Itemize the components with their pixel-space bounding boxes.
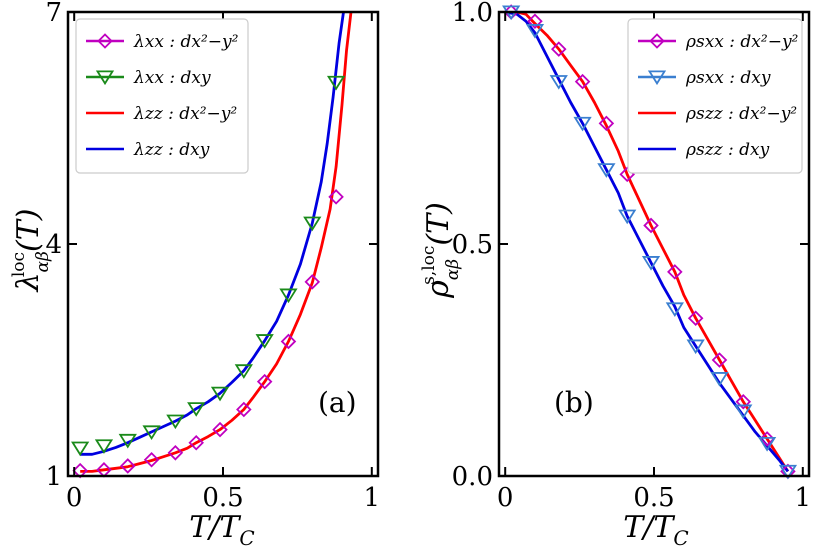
data-point-1-1 bbox=[597, 163, 616, 178]
data-point-0-1 bbox=[210, 386, 230, 402]
legend-label-0-2: λzz : dx²−y² bbox=[133, 104, 237, 124]
data-point-1-1 bbox=[778, 464, 798, 480]
legend-label-1-0: ρsxx : dx²−y² bbox=[685, 32, 799, 52]
y-tick-label: 7 bbox=[45, 0, 62, 28]
data-point-1-1 bbox=[549, 75, 568, 90]
x-tick-label: 0 bbox=[66, 483, 83, 513]
data-point-1-0 bbox=[711, 352, 728, 368]
data-point-0-1 bbox=[166, 414, 185, 430]
legend-marker-0-1 bbox=[95, 70, 115, 86]
panel-b-xlabel: T/TC bbox=[623, 510, 688, 550]
data-point-1-0 bbox=[574, 73, 591, 90]
data-point-1-0 bbox=[527, 13, 543, 30]
x-tick-label: 1 bbox=[795, 483, 812, 513]
data-point-0-0 bbox=[304, 274, 321, 290]
legend-label-1-1: ρsxx : dxy bbox=[685, 68, 771, 88]
legend-box-0 bbox=[75, 18, 249, 174]
data-point-0-0 bbox=[280, 333, 297, 350]
data-point-1-0 bbox=[643, 217, 659, 234]
data-point-0-0 bbox=[119, 458, 136, 474]
data-point-1-0 bbox=[550, 41, 567, 57]
data-point-0-0 bbox=[143, 451, 160, 468]
legend-label-0-0: λxx : dx²−y² bbox=[133, 32, 239, 52]
data-point-1-1 bbox=[710, 372, 729, 387]
panel-a-ylabel: λαβloc(T) bbox=[9, 209, 53, 293]
data-point-1-1 bbox=[686, 339, 705, 355]
data-point-1-1 bbox=[641, 256, 661, 271]
data-point-1-0 bbox=[598, 115, 615, 132]
data-point-1-0 bbox=[759, 431, 775, 447]
data-point-0-0 bbox=[256, 373, 273, 390]
data-point-1-1 bbox=[525, 24, 545, 39]
data-point-0-1 bbox=[94, 439, 114, 454]
data-point-1-0 bbox=[667, 264, 683, 280]
x-tick-label: 1 bbox=[364, 483, 381, 513]
legend-label-1-3: ρszz : dxy bbox=[685, 140, 770, 160]
data-point-1-1 bbox=[734, 404, 753, 420]
data-point-0-1 bbox=[255, 334, 274, 349]
x-tick-label: 0 bbox=[497, 483, 514, 513]
data-point-0-1 bbox=[142, 425, 161, 440]
data-point-1-1 bbox=[757, 436, 777, 452]
x-tick-label: 0.5 bbox=[202, 483, 243, 513]
x-tick-label: 0.5 bbox=[633, 483, 674, 513]
legend-label-1-2: ρszz : dx²−y² bbox=[685, 104, 797, 124]
y-tick-label: 1.0 bbox=[452, 0, 493, 28]
panel-a-xlabel: T/TC bbox=[189, 510, 254, 550]
data-point-0-1 bbox=[71, 441, 90, 457]
data-point-1-1 bbox=[573, 116, 592, 132]
data-point-1-0 bbox=[687, 310, 704, 327]
data-point-0-1 bbox=[303, 216, 322, 232]
data-point-1-0 bbox=[735, 393, 752, 410]
data-point-0-0 bbox=[188, 434, 204, 451]
panel-b: 0 0.5 10.00.51.0 (b) T/TC ραβs,loc(T) ρsxx… bbox=[419, 0, 811, 550]
data-point-0-1 bbox=[118, 433, 137, 449]
y-tick-label: 4 bbox=[45, 230, 62, 260]
data-point-0-0 bbox=[212, 421, 228, 438]
data-point-0-1 bbox=[279, 288, 298, 304]
panel-a-label: (a) bbox=[318, 386, 357, 419]
y-tick-label: 0.0 bbox=[452, 462, 493, 492]
data-point-1-1 bbox=[665, 302, 684, 318]
data-point-0-1 bbox=[187, 402, 206, 417]
y-tick-label: 1 bbox=[45, 462, 62, 492]
data-point-1-1 bbox=[618, 209, 637, 225]
legend-label-0-1: λxx : dxy bbox=[133, 68, 211, 88]
legend-box-1 bbox=[627, 18, 803, 174]
legend-marker-1-0 bbox=[649, 33, 665, 49]
legend-marker-0-0 bbox=[97, 33, 113, 49]
data-point-0-0 bbox=[328, 189, 344, 205]
legend-marker-1-1 bbox=[647, 70, 667, 86]
data-point-0-0 bbox=[167, 445, 184, 461]
data-point-0-1 bbox=[326, 75, 346, 91]
y-tick-label: 0.5 bbox=[452, 230, 493, 260]
data-point-0-0 bbox=[236, 401, 252, 418]
panel-b-label: (b) bbox=[554, 386, 594, 419]
legend-label-0-3: λzz : dxy bbox=[133, 140, 210, 160]
data-point-0-1 bbox=[234, 364, 253, 379]
panel-a: 0 0.5 1 1 4 7 (a) T/TC λαβloc(T) λxx : dx²−y²… bbox=[9, 0, 380, 550]
series-line-0-2 bbox=[80, 12, 353, 473]
